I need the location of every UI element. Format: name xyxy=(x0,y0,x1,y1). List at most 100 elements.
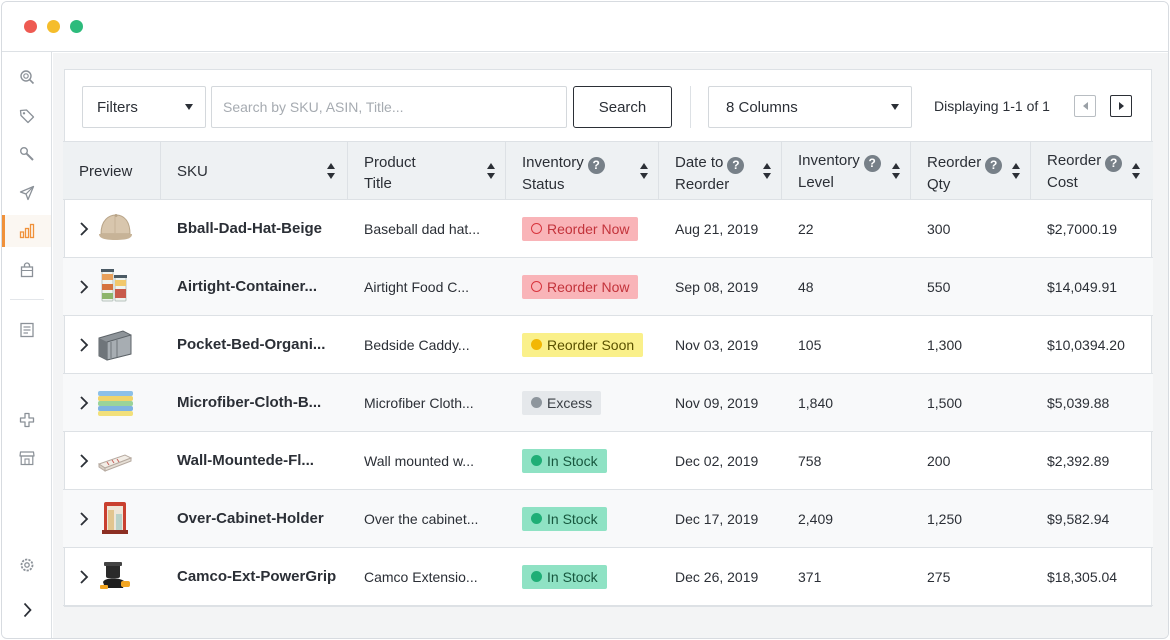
status-badge: Reorder Now xyxy=(522,274,639,299)
search-input[interactable] xyxy=(211,86,567,128)
header-inventory-status[interactable]: Inventory? Status xyxy=(506,142,659,200)
product-title-cell: Bedside Caddy... xyxy=(364,316,470,373)
sku-text: Microfiber-Cloth-B... xyxy=(177,394,322,411)
status-text: Reorder Soon xyxy=(547,336,635,353)
table-row[interactable]: Wall-Mountede-Fl... Wall mounted w... In… xyxy=(63,432,1153,490)
expand-row-chevron-icon[interactable] xyxy=(79,453,89,469)
date-to-reorder-cell: Nov 03, 2019 xyxy=(675,316,758,373)
product-title-cell: Baseball dad hat... xyxy=(364,200,480,257)
header-sku[interactable]: SKU xyxy=(161,142,348,200)
help-icon[interactable]: ? xyxy=(1105,155,1123,172)
sidebar-item-search[interactable] xyxy=(2,61,51,93)
sku-cell[interactable]: Camco-Ext-PowerGrip xyxy=(177,548,336,605)
table-row[interactable]: Over-Cabinet-Holder Over the cabinet... … xyxy=(63,490,1153,548)
level-text: 1,840 xyxy=(798,394,834,411)
sort-icon[interactable] xyxy=(487,163,496,181)
status-badge: Reorder Soon xyxy=(522,332,644,357)
previous-page-button[interactable] xyxy=(1074,95,1096,117)
help-icon[interactable]: ? xyxy=(727,157,745,174)
inventory-level-cell: 758 xyxy=(798,432,821,489)
maximize-window-button[interactable] xyxy=(70,20,83,33)
help-icon[interactable]: ? xyxy=(985,157,1003,174)
sort-icon[interactable] xyxy=(327,163,336,181)
help-icon[interactable]: ? xyxy=(587,157,605,174)
header-preview-label: Preview xyxy=(79,163,133,180)
status-badge: In Stock xyxy=(522,564,607,589)
expand-row-chevron-icon[interactable] xyxy=(79,395,89,411)
reorder-cost-cell: $14,049.91 xyxy=(1047,258,1117,315)
sidebar-item-tools[interactable] xyxy=(2,138,51,170)
product-thumbnail xyxy=(95,558,135,594)
header-date-to-reorder[interactable]: Date to? Reorder xyxy=(659,142,782,200)
sidebar-expand-button[interactable] xyxy=(2,594,51,626)
sort-icon[interactable] xyxy=(1132,163,1141,181)
expand-row-chevron-icon[interactable] xyxy=(79,221,89,237)
cost-text: $14,049.91 xyxy=(1047,278,1118,295)
sidebar-item-send[interactable] xyxy=(2,177,51,209)
caret-left-icon xyxy=(1082,102,1088,110)
table-row[interactable]: Airtight-Container... Airtight Food C...… xyxy=(63,258,1153,316)
sidebar-item-reports[interactable] xyxy=(2,314,51,346)
sku-cell[interactable]: Pocket-Bed-Organi... xyxy=(177,316,325,373)
status-dot-icon xyxy=(531,339,542,350)
sort-icon[interactable] xyxy=(763,163,772,181)
sku-cell[interactable]: Wall-Mountede-Fl... xyxy=(177,432,314,489)
sku-cell[interactable]: Over-Cabinet-Holder xyxy=(177,490,324,547)
sidebar-item-settings[interactable] xyxy=(2,549,51,581)
product-title-text: Microfiber Cloth... xyxy=(364,394,474,411)
sku-cell[interactable]: Bball-Dad-Hat-Beige xyxy=(177,200,322,257)
status-text: In Stock xyxy=(547,568,598,585)
expand-row-chevron-icon[interactable] xyxy=(79,569,89,585)
product-title-text: Camco Extensio... xyxy=(364,568,478,585)
sort-icon[interactable] xyxy=(892,163,901,181)
sidebar-divider xyxy=(10,299,44,300)
inventory-panel: Filters Search 8 Columns Displaying 1-1 … xyxy=(63,69,1153,607)
tag-icon xyxy=(19,109,34,124)
filters-dropdown[interactable]: Filters xyxy=(82,86,206,128)
product-title-cell: Wall mounted w... xyxy=(364,432,474,489)
sidebar-item-marketplace[interactable] xyxy=(2,442,51,474)
reorder-cost-cell: $2,7000.19 xyxy=(1047,200,1117,257)
sort-icon[interactable] xyxy=(640,163,649,181)
table-row[interactable]: Bball-Dad-Hat-Beige Baseball dad hat... … xyxy=(63,200,1153,258)
power-grip-image xyxy=(100,562,130,589)
next-page-button[interactable] xyxy=(1110,95,1132,117)
reorder-cost-cell: $10,0394.20 xyxy=(1047,316,1125,373)
level-text: 22 xyxy=(798,220,814,237)
close-window-button[interactable] xyxy=(24,20,37,33)
header-inventory-level[interactable]: Inventory? Level xyxy=(782,142,911,200)
food-containers-image xyxy=(101,269,127,302)
sort-icon[interactable] xyxy=(1012,163,1021,181)
product-thumbnail xyxy=(95,384,135,420)
header-reorder-qty[interactable]: Reorder? Qty xyxy=(911,142,1031,200)
header-date-to-reorder-label: Date to? Reorder xyxy=(675,152,745,195)
expand-row-chevron-icon[interactable] xyxy=(79,279,89,295)
sidebar-item-orders[interactable] xyxy=(2,254,51,286)
header-product-title[interactable]: Product Title xyxy=(348,142,506,200)
help-icon[interactable]: ? xyxy=(863,155,881,172)
table-row[interactable]: Camco-Ext-PowerGrip Camco Extensio... In… xyxy=(63,548,1153,606)
expand-row-chevron-icon[interactable] xyxy=(79,511,89,527)
header-reorder-cost[interactable]: Reorder? Cost xyxy=(1031,142,1153,200)
toolbar: Filters Search 8 Columns Displaying 1-1 … xyxy=(65,70,1151,142)
minimize-window-button[interactable] xyxy=(47,20,60,33)
sidebar-item-inventory[interactable] xyxy=(2,215,51,247)
expand-row-chevron-icon[interactable] xyxy=(79,337,89,353)
product-title-cell: Microfiber Cloth... xyxy=(364,374,474,431)
inventory-status-cell: Reorder Soon xyxy=(522,316,644,373)
sidebar-item-integrations[interactable] xyxy=(2,404,51,436)
cost-text: $18,305.04 xyxy=(1047,568,1118,585)
sidebar-item-tags[interactable] xyxy=(2,100,51,132)
reorder-qty-cell: 300 xyxy=(927,200,950,257)
columns-dropdown[interactable]: 8 Columns xyxy=(708,86,912,128)
reorder-qty-cell: 275 xyxy=(927,548,950,605)
status-text: Reorder Now xyxy=(547,220,630,237)
sku-cell[interactable]: Airtight-Container... xyxy=(177,258,317,315)
columns-label: 8 Columns xyxy=(726,98,798,116)
table-row[interactable]: Pocket-Bed-Organi... Bedside Caddy... Re… xyxy=(63,316,1153,374)
table-row[interactable]: Microfiber-Cloth-B... Microfiber Cloth..… xyxy=(63,374,1153,432)
search-button[interactable]: Search xyxy=(573,86,672,128)
sku-cell[interactable]: Microfiber-Cloth-B... xyxy=(177,374,321,431)
header-line: Title xyxy=(364,175,392,192)
store-icon xyxy=(18,451,35,466)
